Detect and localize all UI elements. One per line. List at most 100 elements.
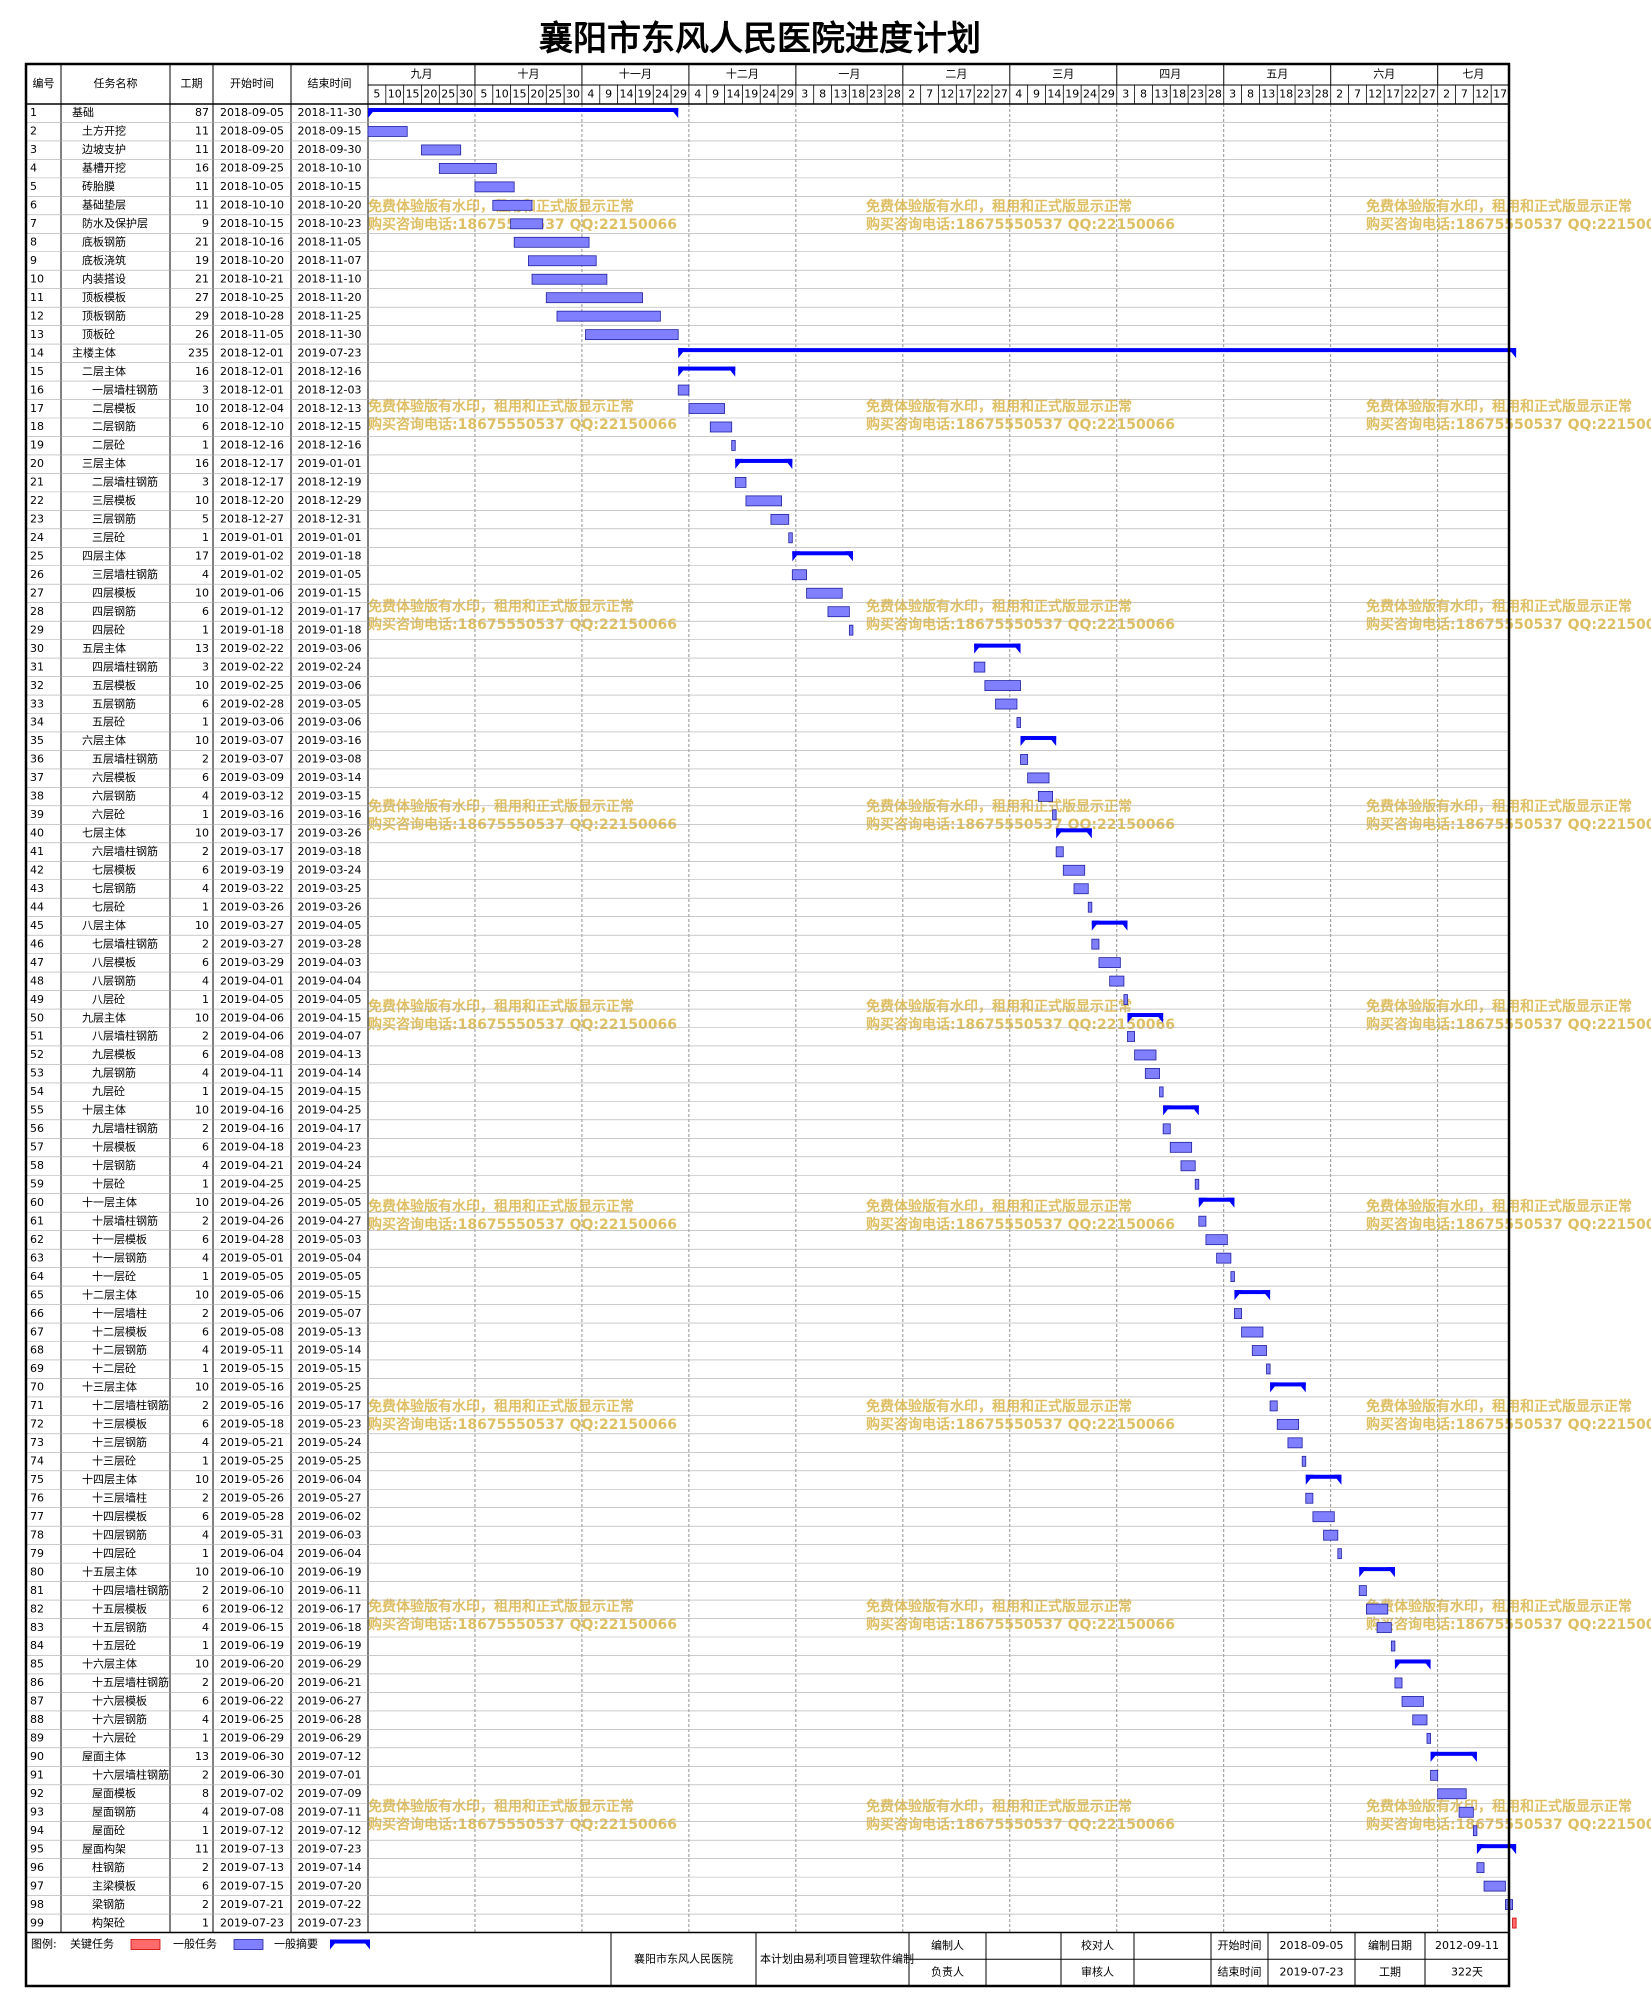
task-name: 四层砼 <box>92 623 125 636</box>
day-label: 29 <box>780 88 794 101</box>
task-bar <box>1055 846 1064 858</box>
task-start: 2019-03-22 <box>220 882 284 895</box>
task-duration: 1 <box>202 1270 209 1283</box>
task-end: 2019-03-26 <box>298 827 362 840</box>
task-start: 2019-03-09 <box>220 771 284 784</box>
task-end: 2019-05-25 <box>298 1455 362 1468</box>
task-start: 2019-07-08 <box>220 1805 284 1818</box>
task-bar <box>1376 1622 1392 1633</box>
watermark: 购买咨询电话:18675550537 QQ:22150066 <box>368 1816 677 1833</box>
task-start: 2019-04-18 <box>220 1141 284 1154</box>
task-duration: 1 <box>202 623 209 636</box>
task-id: 39 <box>30 808 44 821</box>
month-label: 五月 <box>1266 68 1288 81</box>
day-label: 14 <box>726 88 740 101</box>
task-start: 2019-03-07 <box>220 753 284 766</box>
task-end: 2019-05-03 <box>298 1233 362 1246</box>
watermark: 购买咨询电话:18675550537 QQ:22150066 <box>368 1616 677 1633</box>
footer-start: 2018-09-05 <box>1280 1939 1344 1952</box>
task-id: 6 <box>30 199 37 212</box>
task-id: 96 <box>30 1861 44 1874</box>
task-duration: 6 <box>202 420 209 433</box>
task-bar <box>1269 1400 1278 1412</box>
task-bar <box>513 236 590 248</box>
task-end: 2019-03-16 <box>298 808 362 821</box>
task-name: 八层砼 <box>92 993 125 1006</box>
day-label: 18 <box>1172 88 1186 101</box>
task-start: 2019-07-13 <box>220 1842 284 1855</box>
task-start: 2018-10-15 <box>220 217 284 230</box>
summary-bar <box>1234 1290 1271 1301</box>
task-start: 2019-01-01 <box>220 531 284 544</box>
task-name: 边坡支护 <box>82 142 126 156</box>
task-end: 2019-06-29 <box>298 1658 362 1671</box>
task-name: 十一层砼 <box>92 1269 136 1283</box>
legend-label: 图例: <box>31 1937 57 1951</box>
column-header: 工期 <box>181 77 203 90</box>
task-start: 2019-02-25 <box>220 679 284 692</box>
task-name: 四层钢筋 <box>92 604 136 618</box>
task-bar <box>1073 883 1089 895</box>
task-duration: 4 <box>202 790 209 803</box>
task-duration: 1 <box>202 1085 209 1098</box>
task-name: 屋面钢筋 <box>92 1804 136 1818</box>
task-end: 2019-06-28 <box>298 1713 362 1726</box>
task-duration: 3 <box>202 476 209 489</box>
summary-cap <box>735 458 744 469</box>
watermark: 免费体验版有水印，租用和正式版显示正常 <box>368 1198 634 1215</box>
task-duration: 21 <box>195 236 209 249</box>
task-end: 2019-04-03 <box>298 956 362 969</box>
task-bar <box>973 661 986 673</box>
summary-cap <box>1012 643 1021 654</box>
summary-bar <box>678 366 736 377</box>
task-id: 70 <box>30 1381 44 1394</box>
task-duration: 11 <box>195 180 209 193</box>
task-duration: 13 <box>195 642 209 655</box>
task-name: 三层钢筋 <box>92 512 136 526</box>
task-name: 三层模板 <box>92 493 136 507</box>
day-label: 19 <box>1065 88 1079 101</box>
watermark: 购买咨询电话:18675550537 QQ:22150066 <box>866 616 1175 633</box>
task-id: 75 <box>30 1473 44 1486</box>
task-start: 2019-03-27 <box>220 937 284 950</box>
task-id: 2 <box>30 125 37 138</box>
task-start: 2018-10-10 <box>220 199 284 212</box>
task-end: 2019-07-23 <box>298 1842 362 1855</box>
day-label: 28 <box>1315 88 1329 101</box>
task-bar <box>1180 1160 1196 1172</box>
task-name: 屋面模板 <box>92 1786 136 1800</box>
task-name: 梁钢筋 <box>92 1897 125 1911</box>
task-duration: 1 <box>202 900 209 913</box>
task-duration: 2 <box>202 1399 209 1412</box>
summary-line <box>1163 1105 1199 1110</box>
task-id: 98 <box>30 1898 44 1911</box>
task-end: 2019-07-12 <box>298 1824 362 1837</box>
task-duration: 6 <box>202 1695 209 1708</box>
task-duration: 11 <box>195 199 209 212</box>
footer-duration: 322天 <box>1451 1966 1483 1979</box>
task-duration: 27 <box>195 291 209 304</box>
task-start: 2018-10-16 <box>220 236 284 249</box>
summary-cap <box>1155 1013 1164 1024</box>
watermark: 免费体验版有水印，租用和正式版显示正常 <box>866 198 1132 215</box>
watermark: 免费体验版有水印，租用和正式版显示正常 <box>866 798 1132 815</box>
task-id: 87 <box>30 1695 44 1708</box>
task-bar <box>1241 1326 1264 1338</box>
task-name: 十二层主体 <box>82 1287 137 1301</box>
task-start: 2019-05-06 <box>220 1288 284 1301</box>
column-header: 结束时间 <box>308 77 352 90</box>
task-bar <box>1016 717 1021 728</box>
watermark: 免费体验版有水印，租用和正式版显示正常 <box>866 598 1132 615</box>
task-end: 2019-07-12 <box>298 1750 362 1763</box>
task-start: 2018-12-01 <box>220 383 284 396</box>
task-bar <box>1276 1418 1300 1430</box>
task-start: 2019-03-27 <box>220 919 284 932</box>
summary-cap <box>1127 1013 1136 1024</box>
task-start: 2019-03-19 <box>220 864 284 877</box>
task-bar <box>367 126 408 137</box>
task-id: 58 <box>30 1159 44 1172</box>
task-end: 2019-04-17 <box>298 1122 362 1135</box>
task-id: 93 <box>30 1805 44 1818</box>
task-name: 基础垫层 <box>82 198 126 212</box>
footer-end-label: 结束时间 <box>1218 1966 1262 1979</box>
